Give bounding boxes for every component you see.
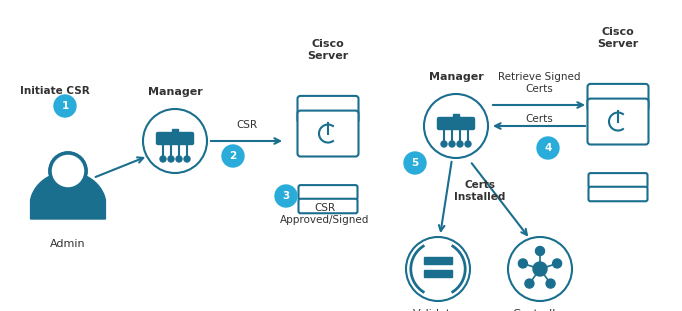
FancyBboxPatch shape [589,187,647,201]
Polygon shape [31,172,106,219]
Circle shape [54,95,76,117]
Text: Retrieve Signed
Certs: Retrieve Signed Certs [498,72,580,94]
Text: Cisco
Server: Cisco Server [597,27,638,49]
Circle shape [160,156,166,162]
Bar [424,270,452,277]
Bar [424,257,452,264]
FancyBboxPatch shape [156,132,194,145]
FancyBboxPatch shape [297,111,359,156]
Circle shape [457,141,463,147]
Text: Initiate CSR: Initiate CSR [20,86,90,96]
Circle shape [404,152,426,174]
Text: Validator: Validator [413,309,463,311]
Text: 1: 1 [61,101,69,111]
Text: Manager: Manager [147,87,203,97]
Circle shape [533,262,547,276]
Text: 4: 4 [544,143,552,153]
Bar [172,129,178,134]
Text: Cisco
Server: Cisco Server [308,39,349,61]
Circle shape [222,145,244,167]
Circle shape [552,259,561,268]
FancyBboxPatch shape [589,173,647,188]
FancyBboxPatch shape [437,118,475,129]
Circle shape [168,156,174,162]
Text: 3: 3 [282,191,290,201]
Circle shape [518,259,527,268]
Circle shape [537,137,559,159]
FancyBboxPatch shape [297,96,359,123]
Text: 5: 5 [411,158,419,168]
Circle shape [184,156,190,162]
Text: Certs: Certs [525,114,553,124]
Text: Manager: Manager [428,72,484,82]
FancyBboxPatch shape [299,185,357,200]
Circle shape [441,141,447,147]
FancyBboxPatch shape [299,199,357,213]
Bar [453,114,459,119]
Circle shape [52,155,85,188]
Circle shape [525,279,534,288]
Text: CSR
Approved/Signed: CSR Approved/Signed [280,203,370,225]
Text: Controller: Controller [513,309,567,311]
Circle shape [275,185,297,207]
Circle shape [449,141,455,147]
Text: Admin: Admin [50,239,86,249]
Circle shape [546,279,555,288]
Text: 2: 2 [229,151,237,161]
Circle shape [465,141,471,147]
Text: Certs
Installed: Certs Installed [454,180,505,202]
FancyBboxPatch shape [587,84,649,111]
Circle shape [176,156,182,162]
Text: CSR: CSR [237,120,258,130]
Circle shape [535,247,544,256]
FancyBboxPatch shape [587,99,649,145]
